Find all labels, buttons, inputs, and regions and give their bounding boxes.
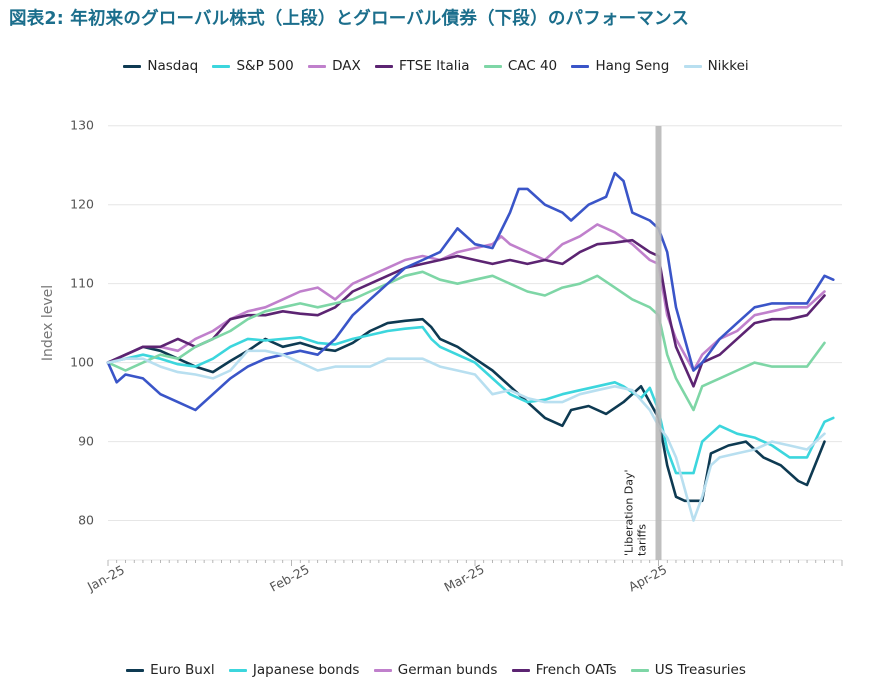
legend-item-french-oats: French OATs [511,662,617,678]
legend-swatch-euro-buxl [126,668,145,672]
legend-item-nasdaq: Nasdaq [123,58,198,74]
legend-label-hang-seng: Hang Seng [595,58,670,74]
chart-title: 図表2: 年初来のグローバル株式（上段）とグローバル債券（下段）のパフォーマンス [9,9,690,29]
legend-item-dax: DAX [308,58,361,74]
legend-swatch-dax [308,64,327,68]
legend-label-ftse-italia: FTSE Italia [399,58,470,74]
legend-swatch-french-oats [511,668,530,672]
legend-label-dax: DAX [332,58,361,74]
legend-swatch-cac40 [483,64,502,68]
legend-swatch-hang-seng [571,64,590,68]
annotation-label-line-2: tariffs [636,524,649,556]
legend-item-hang-seng: Hang Seng [571,58,669,74]
y-tick-label-100: 100 [70,355,94,370]
series-line-dax [106,223,826,372]
y-tick-label-120: 120 [70,197,94,212]
legend-label-cac40: CAC 40 [507,58,558,74]
y-axis-title: Index level [40,285,56,361]
series-line-cac-40 [106,270,826,412]
annotation-label-line-1: 'Liberation Day' [623,469,636,556]
legend-label-sp500: S&P 500 [236,58,294,74]
legend-swatch-german-bunds [373,668,392,672]
legend-top: Nasdaq S&P 500 DAX FTSE Italia CAC 40 Ha… [0,58,872,74]
legend-label-german-bunds: German bunds [397,662,498,678]
legend-swatch-japanese-bonds [228,668,247,672]
legend-bottom: Euro Buxl Japanese bonds German bunds Fr… [0,662,872,678]
x-tick-label-Apr-25: Apr-25 [626,562,669,595]
legend-swatch-us-treasuries [630,668,649,672]
legend-item-sp500: S&P 500 [212,58,294,74]
legend-swatch-ftse-italia [375,64,394,68]
legend-swatch-nikkei [683,64,702,68]
legend-item-ftse-italia: FTSE Italia [375,58,470,74]
legend-item-japanese-bonds: Japanese bonds [228,662,360,678]
legend-swatch-sp500 [212,64,231,68]
x-tick-label-Feb-25: Feb-25 [267,561,312,594]
legend-label-us-treasuries: US Treasuries [654,662,746,678]
series-line-nikkei [106,349,826,522]
legend-label-nasdaq: Nasdaq [147,58,199,74]
legend-label-euro-buxl: Euro Buxl [150,662,215,678]
legend-item-cac40: CAC 40 [483,58,558,74]
series-line-nasdaq [106,317,826,503]
y-tick-label-80: 80 [78,513,94,528]
legend-label-french-oats: French OATs [535,662,617,678]
series-line-hang-seng [106,171,835,412]
liberation-day-bar [655,126,662,560]
series-line-s-p-500 [106,325,835,475]
y-tick-label-110: 110 [70,276,94,291]
y-tick-label-130: 130 [70,118,94,133]
legend-item-german-bunds: German bunds [373,662,498,678]
legend-item-us-treasuries: US Treasuries [630,662,746,678]
x-tick-label-Mar-25: Mar-25 [442,561,487,595]
legend-item-euro-buxl: Euro Buxl [126,662,215,678]
legend-label-nikkei: Nikkei [707,58,749,74]
legend-item-nikkei: Nikkei [683,58,749,74]
y-tick-label-90: 90 [78,434,94,449]
x-tick-label-Jan-25: Jan-25 [84,562,127,594]
series-line-ftse-italia [106,238,826,388]
legend-swatch-nasdaq [123,64,142,68]
legend-label-japanese-bonds: Japanese bonds [252,662,360,678]
